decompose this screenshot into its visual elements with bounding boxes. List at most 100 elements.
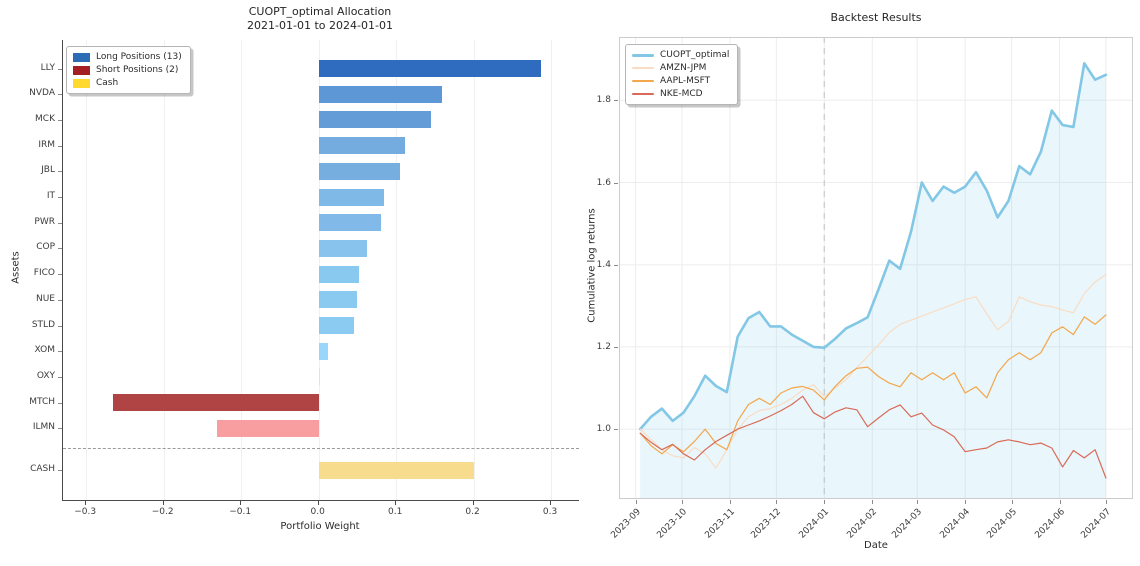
ytick-mark (58, 68, 62, 70)
legend-entry: Cash (73, 78, 182, 88)
legend-label: AAPL-MSFT (660, 76, 711, 86)
xtick-mark (729, 500, 731, 504)
series-line-nke-mcd (639, 395, 1107, 479)
xtick-mark (917, 500, 919, 504)
legend-label: Cash (96, 78, 119, 88)
ytick-mark (58, 274, 62, 276)
bar-mck (318, 111, 431, 129)
legend-swatch-cash (73, 78, 90, 88)
asset-label-jbl: JBL (41, 165, 55, 176)
series-line-amzn-jpm (639, 274, 1107, 469)
asset-label-cop: COP (36, 242, 55, 253)
bar-jbl (318, 162, 401, 180)
xtick-mark (162, 501, 164, 505)
asset-label-oxy: OXY (36, 370, 55, 381)
ytick-label: 1.2 (596, 341, 611, 352)
xtick-mark (824, 500, 826, 504)
ytick-mark (614, 346, 618, 348)
asset-label-xom: XOM (34, 345, 55, 356)
bar-nue (318, 291, 357, 309)
xtick-mark (776, 500, 778, 504)
bar-xom (318, 342, 328, 360)
legend-entry: Long Positions (13) (73, 52, 182, 62)
legend-swatch-short (73, 65, 90, 75)
xtick-mark (1011, 500, 1013, 504)
ytick-mark (58, 197, 62, 198)
bar-cash (318, 461, 474, 479)
legend-line-aapl-msft (632, 80, 654, 82)
xtick-mark (1059, 500, 1061, 504)
xtick-label: 0.1 (388, 507, 403, 517)
bar-fico (318, 265, 359, 283)
xtick-mark (240, 501, 242, 505)
ytick-mark (58, 325, 62, 327)
gridline-x (396, 40, 398, 500)
backtest-plot-area (619, 37, 1133, 499)
bar-cop (318, 239, 368, 257)
xtick-mark (395, 501, 397, 505)
allocation-xlabel: Portfolio Weight (280, 521, 360, 532)
xtick-mark (317, 501, 319, 505)
allocation-plot-area (62, 40, 579, 501)
ytick-mark (58, 470, 62, 471)
backtest-xlabel: Date (864, 540, 888, 551)
xtick-mark (872, 500, 874, 504)
legend-line-cuopt_optimal (632, 53, 654, 57)
bar-lly (318, 60, 542, 77)
ytick-label: 1.4 (596, 259, 611, 270)
series-line-aapl-msft (639, 314, 1107, 455)
asset-label-irm: IRM (38, 139, 55, 150)
xtick-label: 0.0 (310, 507, 325, 517)
asset-label-stld: STLD (31, 319, 55, 330)
ytick-mark (58, 402, 62, 404)
legend-entry: CUOPT_optimal (632, 50, 729, 60)
gridline-x (86, 40, 88, 500)
bar-pwr (318, 214, 381, 232)
ytick-label: 1.6 (596, 177, 611, 188)
allocation-title-line1: CUOPT_optimal Allocation (248, 5, 392, 18)
legend-label: AMZN-JPM (660, 63, 707, 73)
legend-line-nke-mcd (632, 93, 654, 95)
xtick-mark (965, 500, 967, 504)
asset-label-mtch: MTCH (29, 396, 55, 407)
allocation-title: CUOPT_optimal Allocation 2021-01-01 to 2… (62, 5, 578, 33)
xtick-mark (682, 500, 683, 504)
asset-label-mck: MCK (35, 113, 55, 124)
ytick-mark (614, 182, 618, 184)
allocation-title-line2: 2021-01-01 to 2024-01-01 (247, 19, 393, 32)
bar-it (318, 188, 384, 206)
legend-entry: AAPL-MSFT (632, 76, 729, 86)
ytick-mark (58, 248, 62, 250)
xtick-label: −0.3 (74, 507, 97, 517)
series-fill-cuopt_optimal (640, 63, 1106, 499)
ytick-mark (614, 100, 618, 102)
gridline-x (163, 40, 165, 500)
asset-label-it: IT (46, 191, 55, 201)
legend-line-amzn-jpm (632, 67, 654, 69)
ytick-label: 1.0 (596, 424, 611, 435)
ytick-mark (58, 376, 62, 378)
legend-label: CUOPT_optimal (660, 50, 730, 60)
asset-label-lly: LLY (40, 62, 55, 73)
legend-swatch-long (73, 52, 90, 62)
asset-label-pwr: PWR (34, 216, 55, 227)
legend-label: Long Positions (13) (96, 52, 182, 62)
ytick-mark (614, 429, 618, 431)
gridline-x (551, 40, 553, 500)
bar-stld (318, 317, 355, 334)
xtick-mark (635, 500, 637, 504)
legend-entry: NKE-MCD (632, 89, 729, 99)
cash-separator (63, 448, 579, 449)
ytick-mark (58, 145, 62, 147)
ytick-mark (58, 119, 62, 121)
ytick-mark (58, 222, 62, 224)
legend-entry: AMZN-JPM (632, 63, 729, 73)
ytick-mark (614, 264, 618, 266)
legend-entry: Short Positions (2) (73, 65, 182, 75)
legend-label: NKE-MCD (660, 89, 703, 99)
xtick-label: 0.3 (542, 507, 558, 517)
ytick-mark (58, 351, 62, 353)
ytick-mark (58, 171, 62, 173)
